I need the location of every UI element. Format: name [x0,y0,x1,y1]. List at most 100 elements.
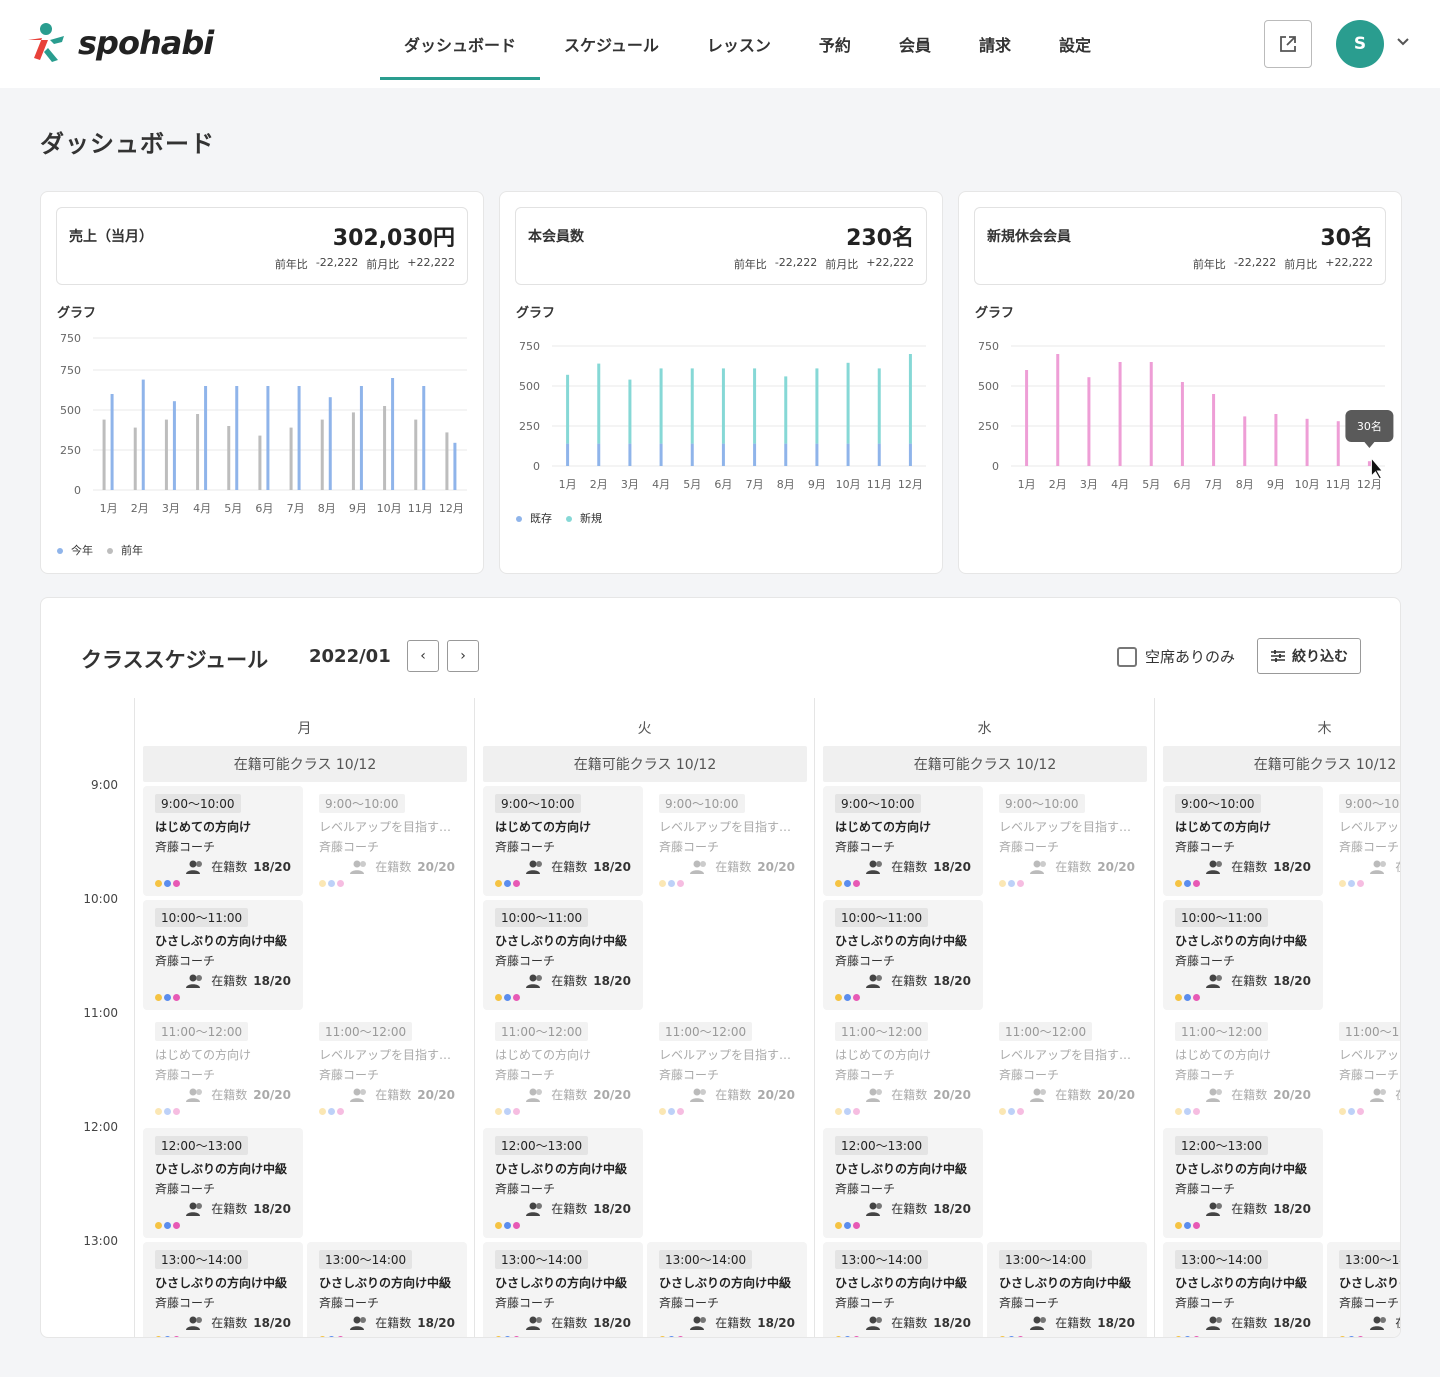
category-dots [659,1336,684,1337]
class-card[interactable]: 9:00〜10:00 はじめての方向け 斉藤コーチ 在籍数 18/20 [823,786,983,896]
nav-item[interactable]: 設定 [1058,36,1091,55]
class-card[interactable]: 13:00〜14:00 ひさしぶりの方向け中級 斉藤コーチ 在籍数 18/20 [647,1242,807,1337]
enrolled-count: 20/20 [417,1087,455,1102]
tooltip-arrow [1364,442,1375,448]
bar-previous-year [227,426,231,490]
class-time: 11:00〜12:00 [835,1022,929,1041]
class-card[interactable]: 11:00〜12:00 はじめての方向け 斉藤コーチ 在籍数 20/20 [483,1014,643,1124]
class-card[interactable]: 13:00〜14:00 ひさしぶりの方向け中級 斉藤コーチ 在籍数 18/20 [1327,1242,1400,1337]
class-name: ひさしぶりの方向け中級 [495,934,628,948]
class-card[interactable]: 10:00〜11:00 ひさしぶりの方向け中級 斉藤コーチ 在籍数 18/20 [483,900,643,1010]
category-dots [155,1336,180,1337]
enrollment: 在籍数 18/20 [865,1200,971,1217]
class-card[interactable]: 11:00〜12:00 レベルアップを目指す… 斉藤コーチ 在籍数 20/20 [987,1014,1147,1124]
logo[interactable]: spohabi [24,22,214,64]
class-card[interactable]: 13:00〜14:00 ひさしぶりの方向け中級 斉藤コーチ 在籍数 18/20 [143,1242,303,1337]
capacity-bar: 在籍可能クラス 10/12 [823,746,1147,782]
enrolled-count: 18/20 [593,1315,631,1330]
class-card[interactable]: 11:00〜12:00 レベルアップを目指す… 斉藤コーチ 在籍数 20/20 [647,1014,807,1124]
stat-card: 本会員数 230名 前年比 -22,222 前月比 +22,222 グラフ 75… [499,191,943,574]
nav-item[interactable]: 会員 [898,36,931,55]
bar-previous-year [445,432,449,490]
bar-new [815,368,819,444]
avatar[interactable]: S [1336,20,1384,68]
x-tick-label: 6月 [714,478,732,491]
class-schedule-panel: クラススケジュール 2022/01 ‹ › 空席ありのみ 絞り込む 9:00 10… [40,597,1401,1338]
legend-item: 前年 [107,542,143,558]
class-card[interactable]: 13:00〜14:00 ひさしぶりの方向け中級 斉藤コーチ 在籍数 18/20 [483,1242,643,1337]
class-card[interactable]: 13:00〜14:00 ひさしぶりの方向け中級 斉藤コーチ 在籍数 18/20 [1163,1242,1323,1337]
tooltip-text: 30名 [1357,419,1382,433]
nav-item[interactable]: 予約 [818,36,851,55]
class-card[interactable]: 11:00〜12:00 はじめての方向け 斉藤コーチ 在籍数 20/20 [823,1014,983,1124]
class-card[interactable]: 11:00〜12:00 はじめての方向け 斉藤コーチ 在籍数 20/20 [1163,1014,1323,1124]
yoy-value: -22,222 [1233,256,1277,269]
category-dots [835,994,860,1001]
enrolled-count: 18/20 [593,1201,631,1216]
class-time: 13:00〜14:00 [495,1250,589,1269]
class-card[interactable]: 13:00〜14:00 ひさしぶりの方向け中級 斉藤コーチ 在籍数 18/20 [823,1242,983,1337]
class-card[interactable]: 13:00〜14:00 ひさしぶりの方向け中級 斉藤コーチ 在籍数 18/20 [307,1242,467,1337]
category-dots [155,994,180,1001]
class-card[interactable]: 11:00〜12:00 レベルアップを目指す… 斉藤コーチ 在籍数 20/20 [307,1014,467,1124]
bar-existing [815,443,819,466]
enrolled-label: 在籍数 [551,860,588,874]
chevron-down-icon[interactable] [1396,36,1410,51]
class-time: 11:00〜12:00 [999,1022,1093,1041]
filter-button[interactable]: 絞り込む [1257,638,1361,674]
open-external-button[interactable] [1264,20,1312,68]
enrollment: 在籍数 18/20 [185,972,291,989]
nav-item[interactable]: 請求 [978,36,1011,55]
nav-item[interactable]: スケジュール [564,36,659,55]
next-month-button[interactable]: › [447,640,479,672]
class-card[interactable]: 9:00〜10:00 はじめての方向け 斉藤コーチ 在籍数 18/20 [143,786,303,896]
class-card[interactable]: 10:00〜11:00 ひさしぶりの方向け中級 斉藤コーチ 在籍数 18/20 [823,900,983,1010]
class-card[interactable]: 9:00〜10:00 レベルアップを目指す… 斉藤コーチ 在籍数 20/20 [1327,786,1400,896]
class-card[interactable]: 12:00〜13:00 ひさしぶりの方向け中級 斉藤コーチ 在籍数 18/20 [823,1128,983,1238]
available-only-toggle[interactable]: 空席ありのみ [1117,646,1235,667]
category-dot [173,1336,180,1337]
class-card[interactable]: 10:00〜11:00 ひさしぶりの方向け中級 斉藤コーチ 在籍数 18/20 [1163,900,1323,1010]
category-dot [1184,880,1191,887]
enrollment: 在籍数 20/20 [349,1086,455,1103]
category-dot [504,1108,511,1115]
enrolled-label: 在籍数 [211,1202,248,1216]
users-icon [1206,1202,1223,1216]
nav-item[interactable]: レッスン [706,36,771,55]
class-card[interactable]: 9:00〜10:00 はじめての方向け 斉藤コーチ 在籍数 18/20 [483,786,643,896]
class-card[interactable]: 12:00〜13:00 ひさしぶりの方向け中級 斉藤コーチ 在籍数 18/20 [1163,1128,1323,1238]
category-dot [659,1336,666,1337]
coach-name: 斉藤コーチ [1175,954,1236,968]
class-card[interactable]: 12:00〜13:00 ひさしぶりの方向け中級 斉藤コーチ 在籍数 18/20 [143,1128,303,1238]
class-card[interactable]: 11:00〜12:00 はじめての方向け 斉藤コーチ 在籍数 20/20 [143,1014,303,1124]
day-column: 木 在籍可能クラス 10/12 9:00〜10:00 はじめての方向け 斉藤コー… [1155,698,1400,1337]
available-only-checkbox[interactable] [1117,646,1137,667]
category-dot [1348,1108,1355,1115]
class-card[interactable]: 9:00〜10:00 レベルアップを目指す… 斉藤コーチ 在籍数 20/20 [647,786,807,896]
coach-name: 斉藤コーチ [495,840,556,854]
enrollment: 在籍数 18/20 [865,1314,971,1331]
class-card[interactable]: 10:00〜11:00 ひさしぶりの方向け中級 斉藤コーチ 在籍数 18/20 [143,900,303,1010]
class-card[interactable]: 9:00〜10:00 はじめての方向け 斉藤コーチ 在籍数 18/20 [1163,786,1323,896]
class-card[interactable]: 12:00〜13:00 ひさしぶりの方向け中級 斉藤コーチ 在籍数 18/20 [483,1128,643,1238]
users-icon [866,1316,883,1330]
category-dot [1184,1336,1191,1337]
class-card[interactable]: 13:00〜14:00 ひさしぶりの方向け中級 斉藤コーチ 在籍数 18/20 [987,1242,1147,1337]
stat-comparison: 前年比 -22,222 前月比 +22,222 [1193,256,1373,272]
mom-value: +22,222 [866,256,914,269]
bar-existing [566,443,570,466]
enrolled-label: 在籍数 [211,1316,248,1330]
coach-name: 斉藤コーチ [999,1068,1060,1082]
legend-dot [566,516,572,522]
nav-item[interactable]: ダッシュボード [380,0,541,88]
class-time: 13:00〜14:00 [319,1250,413,1269]
enrolled-count: 18/20 [417,1315,455,1330]
class-time: 9:00〜10:00 [319,794,405,813]
prev-month-button[interactable]: ‹ [407,640,439,672]
graph-label: グラフ [57,306,97,321]
category-dot [1193,880,1200,887]
class-card[interactable]: 9:00〜10:00 レベルアップを目指す… 斉藤コーチ 在籍数 20/20 [307,786,467,896]
class-card[interactable]: 11:00〜12:00 レベルアップを目指す… 斉藤コーチ 在籍数 20/20 [1327,1014,1400,1124]
day-header: 水 [977,721,992,737]
class-card[interactable]: 9:00〜10:00 レベルアップを目指す… 斉藤コーチ 在籍数 20/20 [987,786,1147,896]
